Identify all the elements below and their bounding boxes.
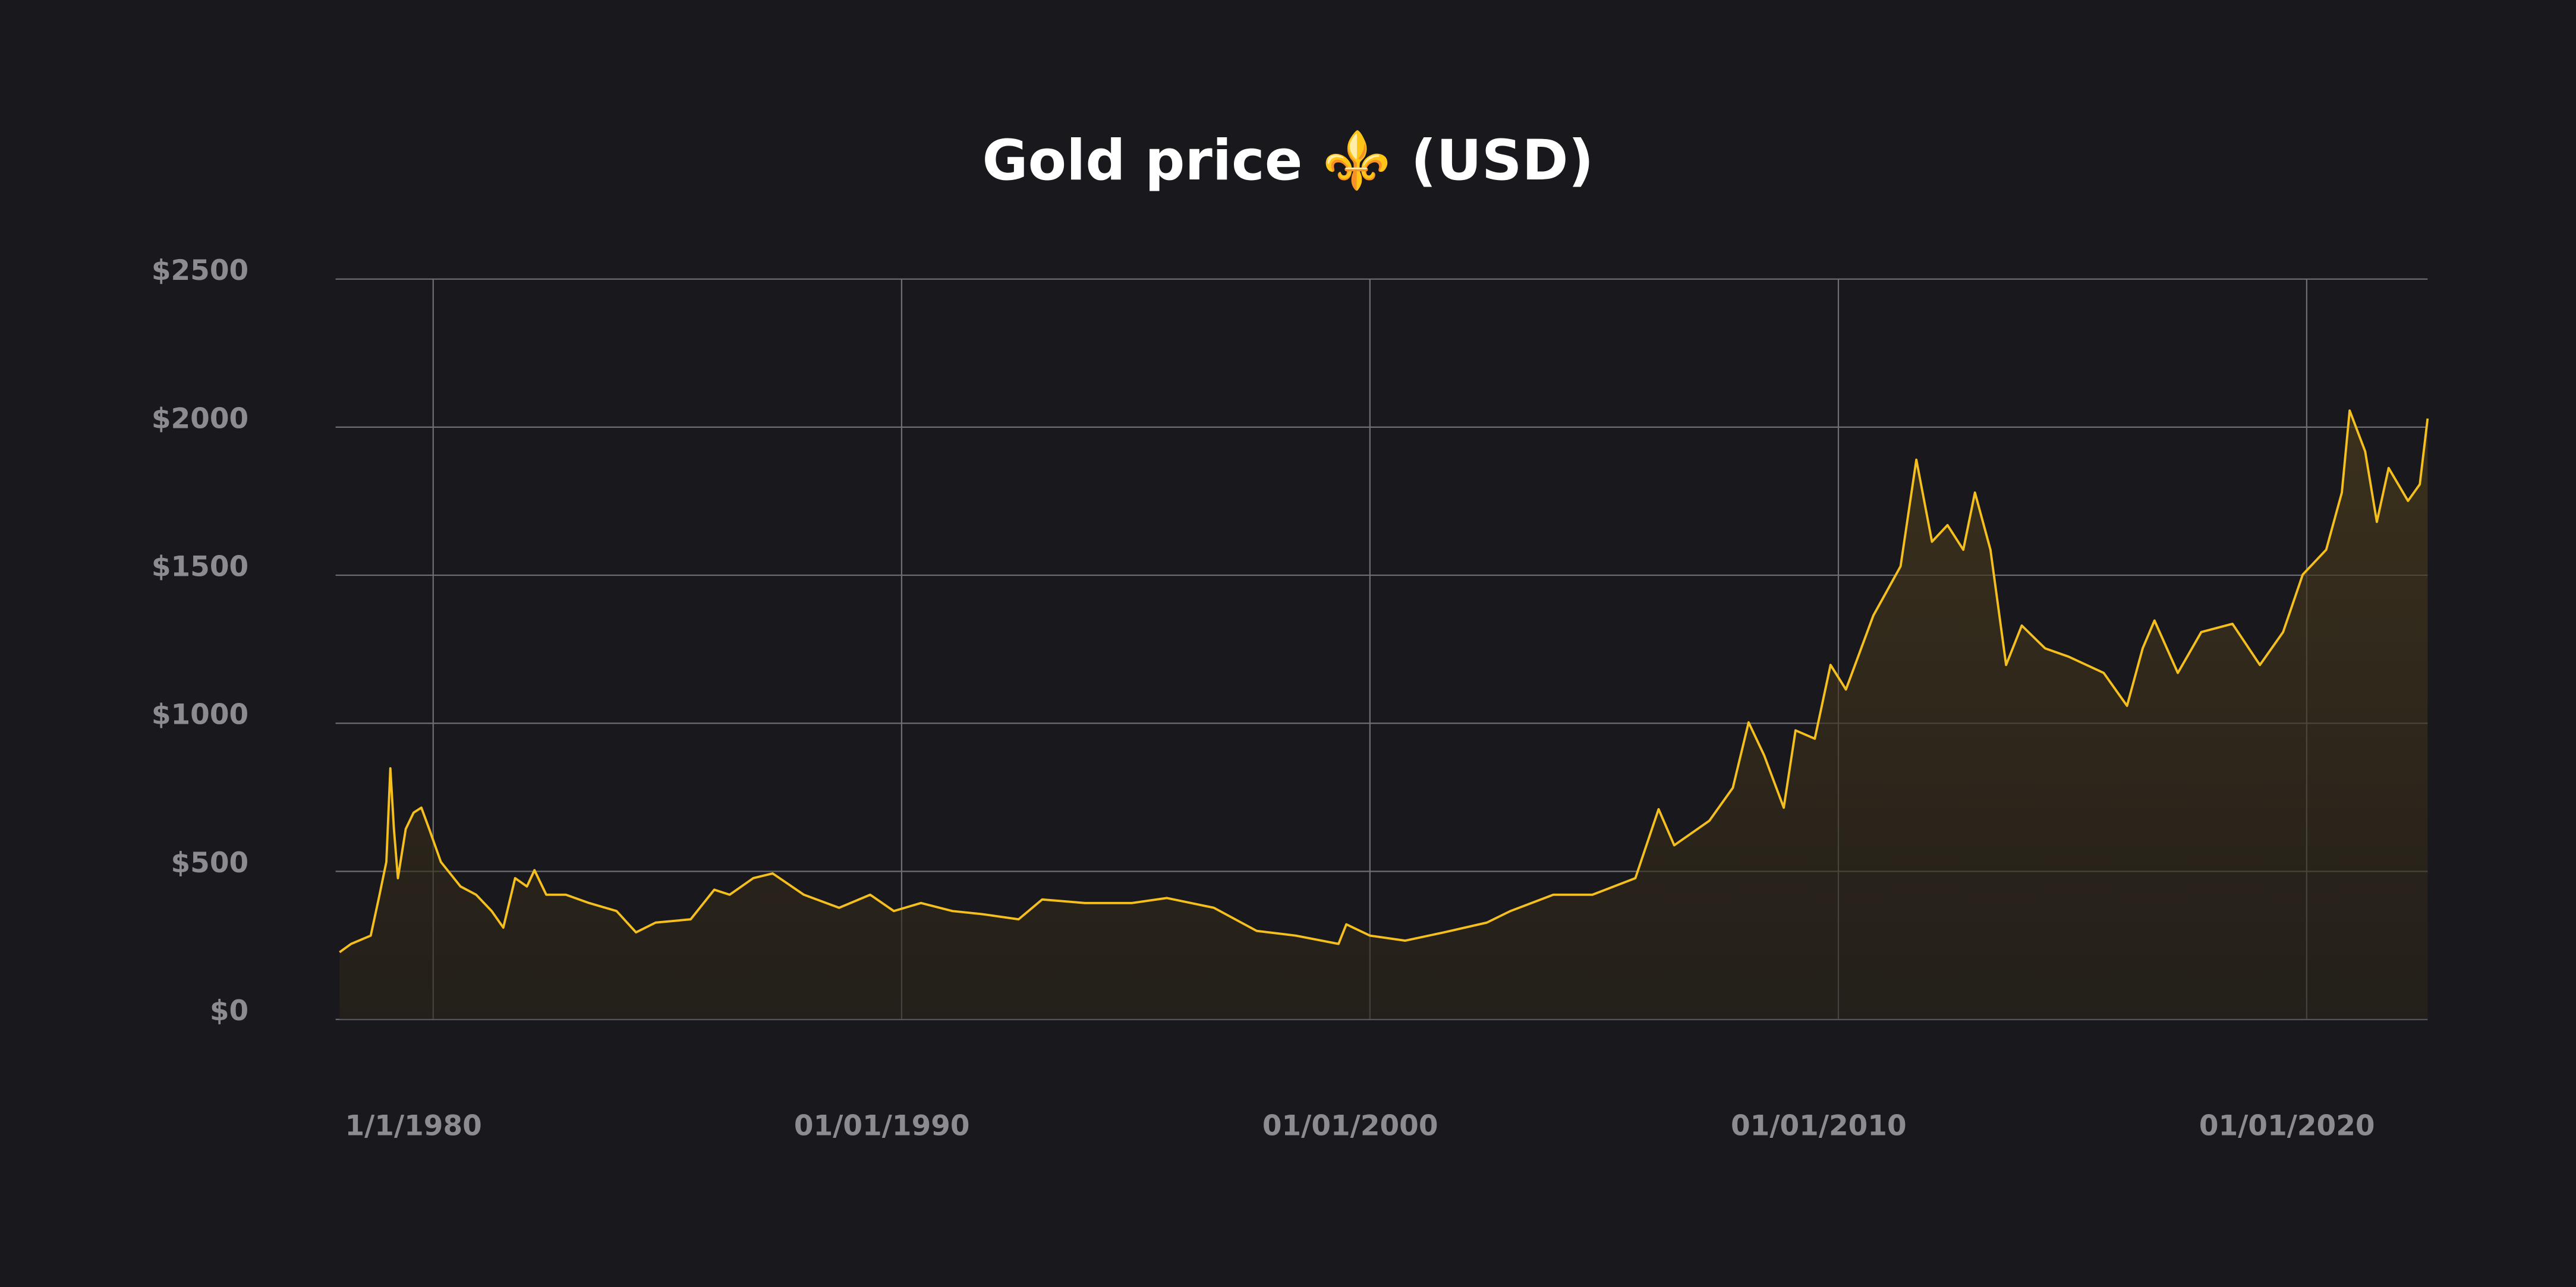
x-tick-label: 01/01/1990: [794, 1110, 970, 1143]
x-tick-label: 01/01/2020: [2199, 1110, 2375, 1143]
y-tick-label: $1500: [152, 551, 248, 583]
x-tick-label: 01/01/2010: [1731, 1110, 1907, 1143]
price-line: [339, 409, 2429, 954]
y-tick-label: $1000: [152, 699, 248, 731]
x-tick-label: 1/1/1980: [345, 1110, 481, 1143]
chart-title: Gold price ⚜️ (USD): [982, 128, 1594, 193]
area-fill: [339, 410, 2428, 1020]
y-tick-label: $500: [171, 847, 248, 879]
y-tick-label: $0: [210, 995, 248, 1027]
y-tick-label: $2000: [152, 402, 248, 435]
x-tick-label: 01/01/2000: [1262, 1110, 1438, 1143]
y-tick-label: $2500: [152, 254, 248, 287]
